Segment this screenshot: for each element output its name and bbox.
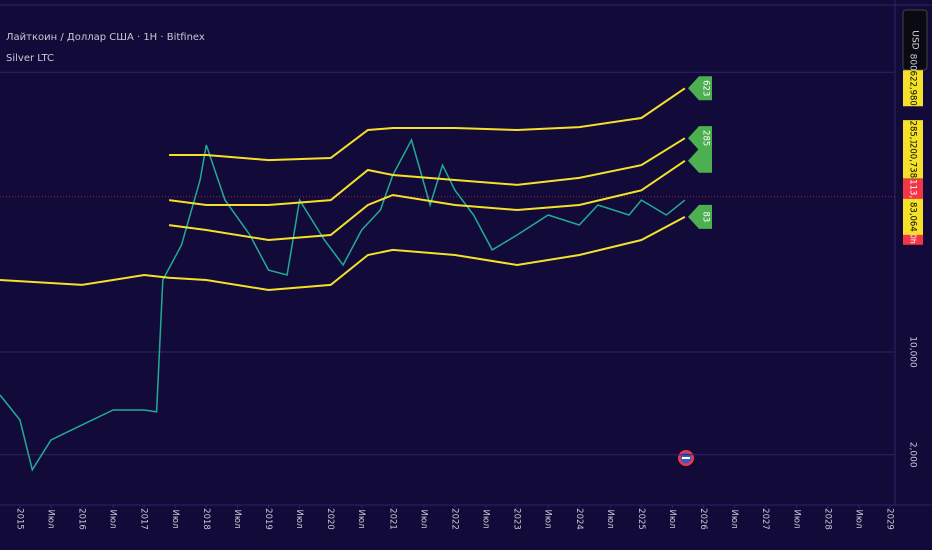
- indicator-name: Silver LTC: [6, 53, 54, 64]
- price-label-box: [903, 70, 923, 107]
- currency-label: USD: [910, 30, 920, 49]
- x-tick-label: 2027: [760, 508, 770, 530]
- y-tick-label: 2,000: [908, 442, 918, 468]
- x-tick-label: 2025: [636, 508, 646, 530]
- band-tag: [688, 76, 712, 101]
- currency-button[interactable]: [902, 9, 928, 71]
- band-tag-label: 285: [701, 130, 711, 146]
- price-label-box: [903, 142, 923, 179]
- band-tag-label: 623: [701, 80, 711, 96]
- x-tick-label: 2026: [698, 508, 708, 530]
- price-label: 113,740: [908, 179, 918, 214]
- band-line: [168, 137, 686, 206]
- x-tick-label: 2016: [77, 508, 87, 530]
- y-tick-label: 10,000: [908, 336, 918, 368]
- band-line: [169, 87, 686, 162]
- band-tag: [688, 126, 712, 151]
- x-tick-label: 2020: [325, 508, 335, 530]
- x-tick-label: 2017: [139, 508, 149, 530]
- price-label-box: [903, 198, 923, 235]
- x-tick-label: Июл: [170, 510, 180, 529]
- x-tick-label: Июл: [232, 510, 242, 529]
- x-tick-label: 2029: [885, 508, 895, 530]
- x-tick-label: Июл: [108, 510, 118, 529]
- event-icon[interactable]: [678, 450, 694, 466]
- band-line: [168, 159, 686, 242]
- x-tick-label: Июл: [45, 510, 55, 529]
- event-icon-stripe: [682, 457, 690, 459]
- price-label: 83,064: [908, 202, 918, 232]
- x-tick-label: 2022: [449, 508, 459, 530]
- x-tick-label: 2018: [201, 508, 211, 530]
- x-tick-label: Июл: [481, 510, 491, 529]
- x-tick-label: Июл: [418, 510, 428, 529]
- x-tick-label: Июл: [667, 510, 677, 529]
- x-tick-label: 2024: [574, 508, 584, 530]
- price-line: [0, 138, 686, 472]
- x-tick-label: 2023: [512, 508, 522, 530]
- x-tick-label: Июл: [729, 510, 739, 529]
- x-tick-label: Июл: [791, 510, 801, 529]
- band-tag: [688, 148, 712, 173]
- x-tick-label: Июл: [543, 510, 553, 529]
- x-tick-label: 2019: [263, 508, 273, 530]
- chart-title: Лайткоин / Доллар США · 1Н · Bitfinex: [6, 32, 205, 43]
- band-line: [0, 216, 686, 292]
- x-tick-label: Июл: [356, 510, 366, 529]
- x-tick-label: Июл: [853, 510, 863, 529]
- x-tick-label: 2021: [387, 508, 397, 530]
- x-tick-label: Июл: [294, 510, 304, 529]
- band-tag-label: 83: [701, 212, 711, 223]
- band-tag: [688, 204, 712, 229]
- price-label: 285,186: [908, 121, 918, 156]
- price-label: 200,738: [908, 143, 918, 178]
- x-tick-label: 2015: [14, 508, 24, 530]
- x-tick-label: 2028: [822, 508, 832, 530]
- x-tick-label: Июл: [605, 510, 615, 529]
- price-label: 622,980: [908, 71, 918, 106]
